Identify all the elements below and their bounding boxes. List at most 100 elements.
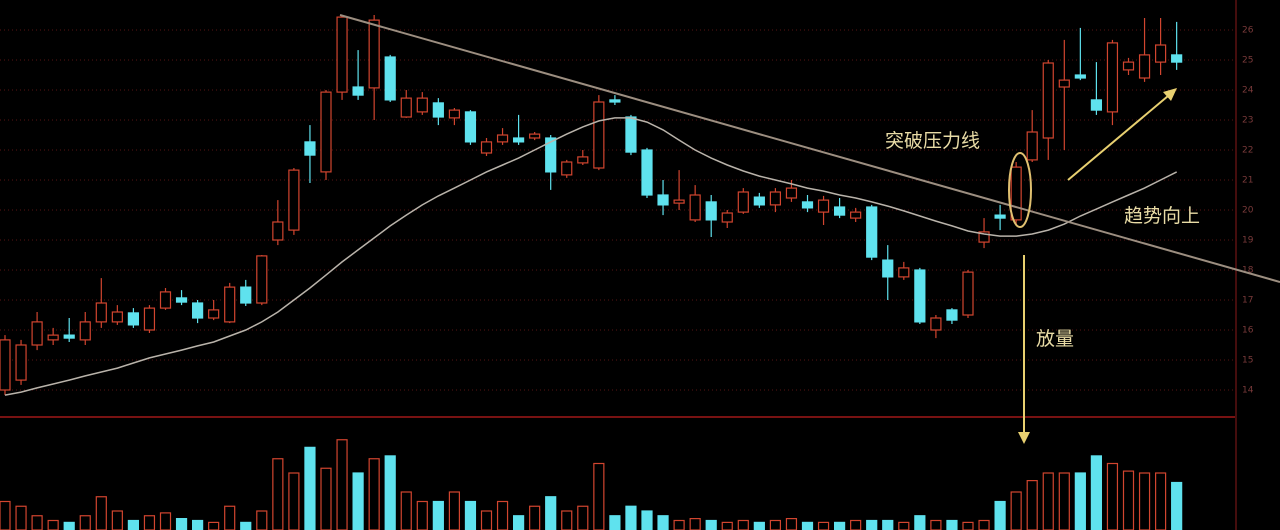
volume-bar (1058, 472, 1070, 530)
candle-body (352, 86, 364, 96)
candle-body (432, 102, 444, 118)
candle-body (1042, 62, 1054, 139)
volume-bar (384, 455, 396, 530)
volume-bar (866, 519, 878, 530)
volume-bar (272, 458, 284, 530)
candle-body (416, 97, 428, 113)
volume-bar (994, 500, 1006, 530)
candle-body (962, 271, 974, 316)
candle-body (1106, 42, 1119, 113)
candle-body (127, 312, 139, 326)
y-tick-label: 20 (1242, 206, 1254, 216)
y-tick-label: 14 (1242, 386, 1254, 396)
volume-bar (673, 519, 685, 530)
volume-bar (641, 510, 653, 530)
volume-bar (175, 517, 188, 530)
candle-body (224, 286, 236, 323)
candle-body (898, 267, 910, 278)
volume-bar (1026, 480, 1038, 530)
volume-bar (1074, 472, 1086, 530)
volume-bar (224, 505, 236, 530)
volume-bar (898, 521, 910, 530)
candle-body (448, 109, 460, 119)
candle-body (1154, 44, 1167, 63)
volume-bar (432, 500, 444, 530)
volume-bar (657, 515, 669, 530)
candle-body (930, 317, 942, 331)
volume-bar (127, 519, 139, 530)
candle-body (63, 334, 75, 339)
y-tick-label: 23 (1242, 116, 1253, 126)
volume-bar (769, 519, 782, 530)
candle-body (1138, 54, 1151, 79)
volume-bar (946, 519, 958, 530)
volume-bar (368, 458, 380, 530)
candle-body (512, 137, 525, 143)
y-tick-label: 24 (1242, 86, 1254, 96)
volume-bar (1154, 472, 1167, 530)
candle-body (545, 137, 557, 173)
candle-body (464, 111, 477, 143)
candle-body (159, 291, 172, 309)
candle-body (384, 56, 396, 101)
volume-bar (111, 510, 123, 530)
y-tick-label: 16 (1242, 326, 1254, 336)
candle-body (95, 302, 107, 323)
candle-body (801, 201, 814, 209)
candle-body (304, 141, 316, 156)
volume-bar (785, 517, 798, 530)
volume-bar (721, 521, 733, 530)
volume-bar (63, 521, 75, 530)
candle-body (561, 161, 573, 176)
arrowhead (1163, 88, 1177, 101)
candle-body (850, 211, 862, 219)
candle-body (593, 101, 605, 169)
candle-body (208, 309, 220, 319)
volume-bar (753, 521, 765, 530)
candle-body (689, 194, 701, 221)
candle-body (994, 214, 1006, 219)
volume-bar (352, 472, 364, 530)
volume-bar (256, 510, 268, 530)
candle-body (1026, 131, 1038, 161)
volume-bar (801, 521, 814, 530)
candle-body (111, 311, 123, 323)
candle-body (866, 206, 878, 258)
candle-body (769, 191, 782, 206)
candle-body (673, 199, 685, 204)
volume-bar (882, 519, 894, 530)
candle-body (400, 97, 412, 118)
candle-body (1010, 166, 1022, 221)
candle-body (577, 156, 589, 164)
volume-bar (208, 521, 220, 530)
volume-bar (512, 515, 525, 530)
volume-bar (15, 505, 27, 530)
volume-bar (817, 521, 830, 530)
volume-bar (240, 521, 252, 530)
candle-body (641, 149, 653, 196)
y-tick-label: 15 (1242, 356, 1253, 366)
volume-bar (304, 446, 316, 530)
candle-body (143, 307, 156, 331)
candle-body (256, 255, 268, 304)
pressure-line (339, 14, 1280, 283)
volume-bar (1171, 481, 1183, 530)
volume-bar (737, 519, 749, 530)
volume-bar (1138, 472, 1151, 530)
candle-body (192, 302, 204, 319)
candle-body (833, 206, 846, 216)
volume-bar (1090, 455, 1103, 530)
y-tick-label: 21 (1242, 176, 1253, 186)
volume-bar (31, 515, 43, 530)
candle-body (705, 201, 717, 221)
candle-body (240, 286, 252, 304)
volume-bar (962, 521, 974, 530)
volume-bar (577, 505, 589, 530)
volume-bar (1122, 470, 1135, 530)
volume-bar (914, 515, 926, 530)
candle-body (785, 187, 798, 199)
candle-body (737, 191, 749, 213)
annotation: 放量 (1036, 328, 1074, 350)
